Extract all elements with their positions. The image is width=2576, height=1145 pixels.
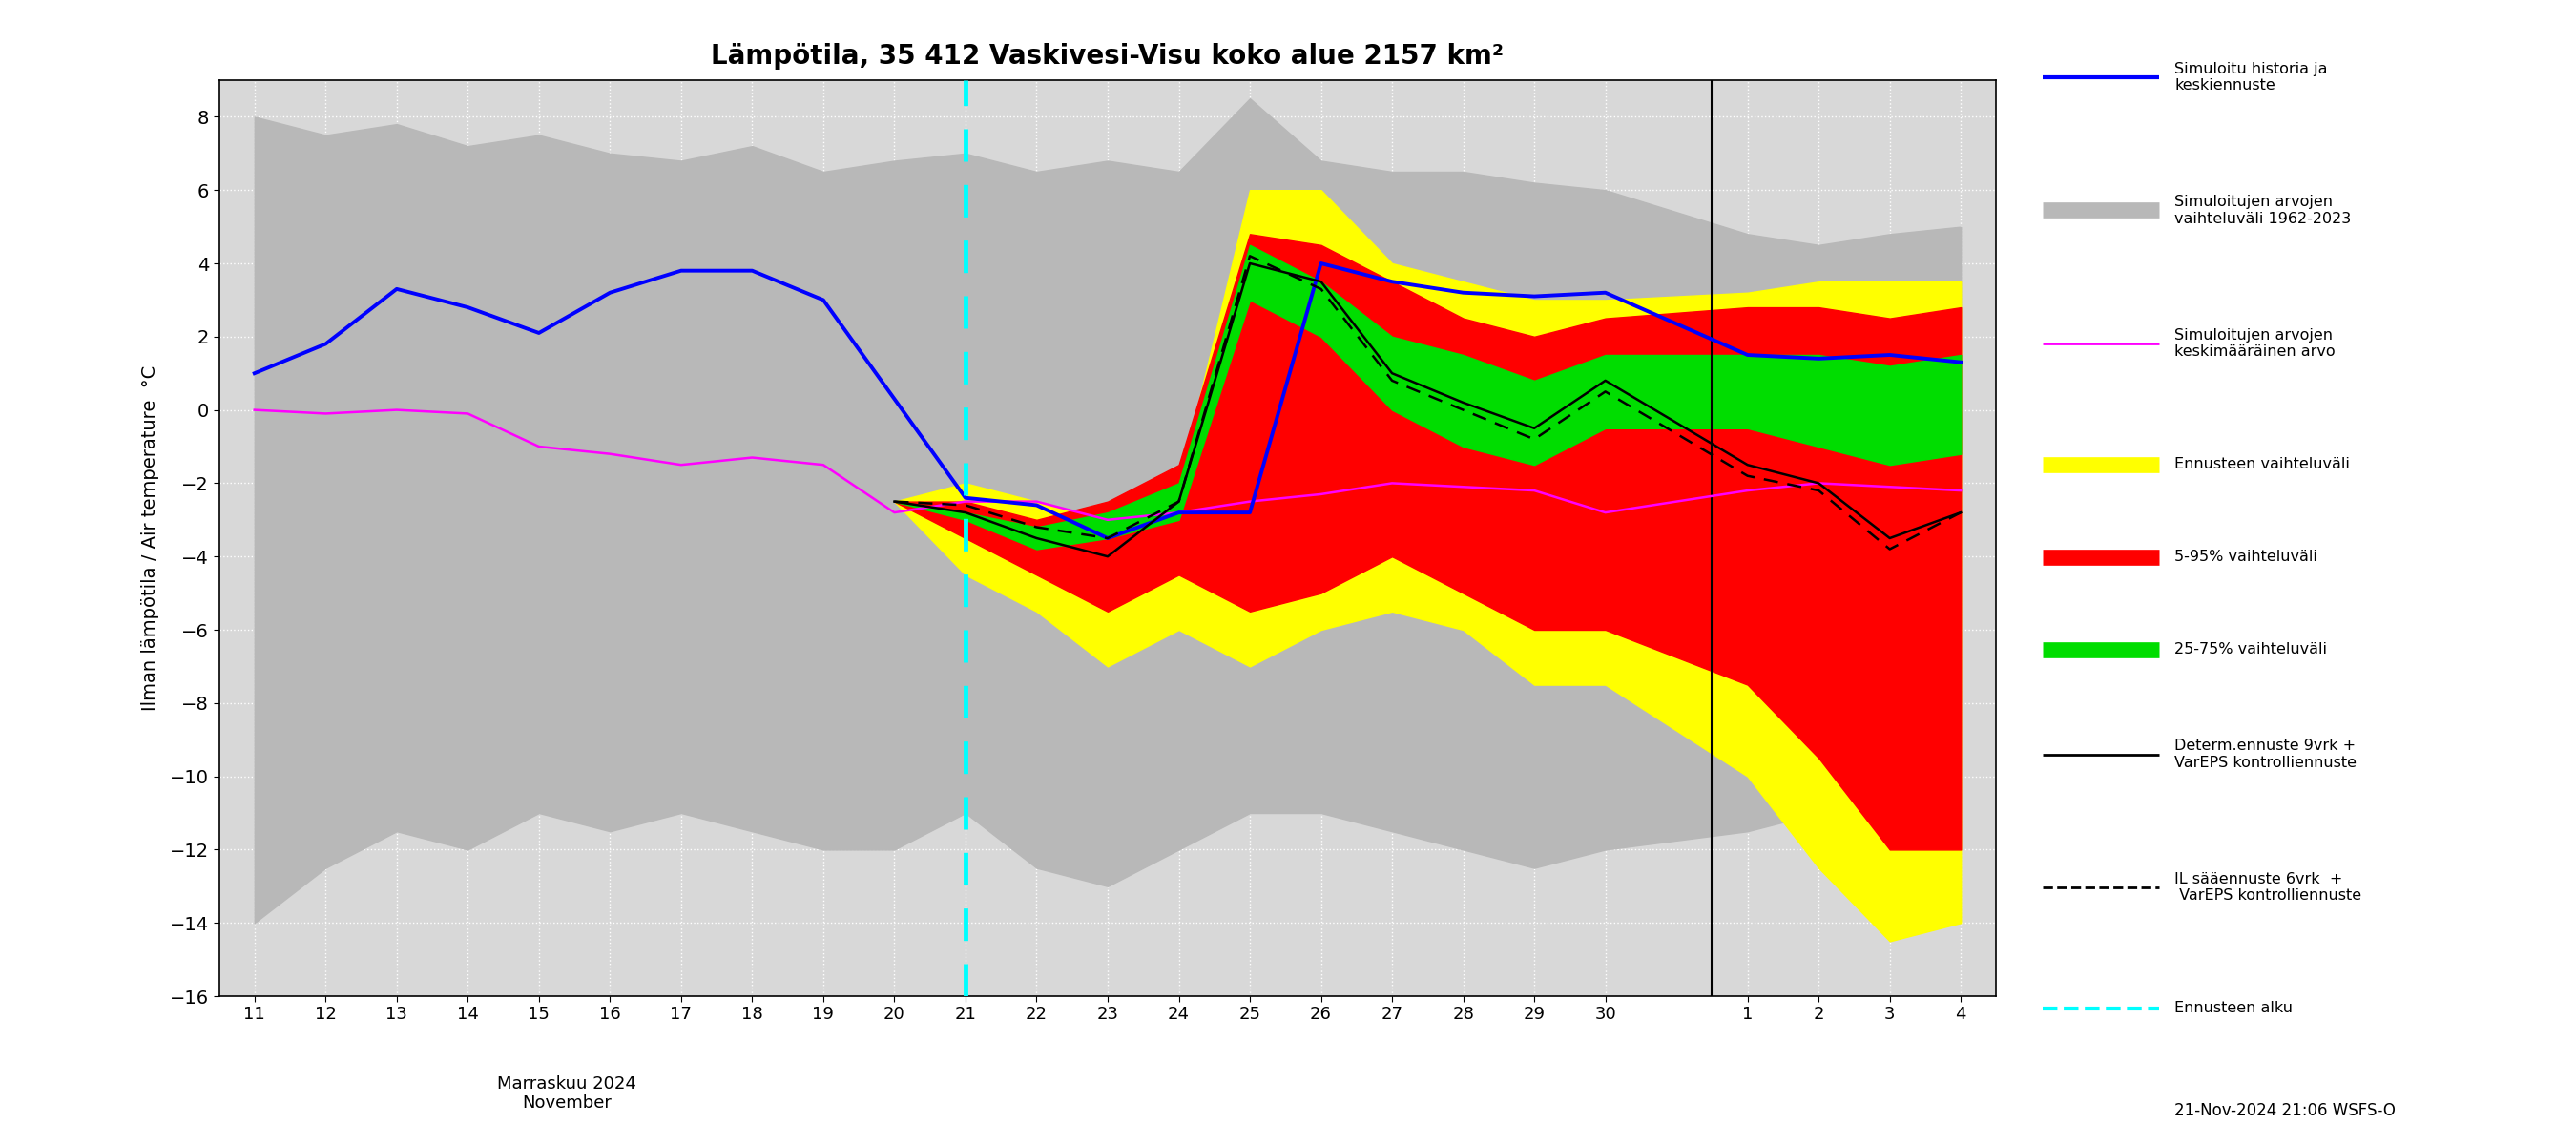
Text: 5-95% vaihteluväli: 5-95% vaihteluväli [2174, 550, 2318, 564]
Text: Ennusteen vaihteluväli: Ennusteen vaihteluväli [2174, 457, 2349, 472]
Y-axis label: Ilman lämpötila / Air temperature  °C: Ilman lämpötila / Air temperature °C [142, 365, 160, 711]
Text: 21-Nov-2024 21:06 WSFS-O: 21-Nov-2024 21:06 WSFS-O [2174, 1101, 2396, 1120]
Text: Simuloitu historia ja
keskiennuste: Simuloitu historia ja keskiennuste [2174, 62, 2329, 93]
Title: Lämpötila, 35 412 Vaskivesi-Visu koko alue 2157 km²: Lämpötila, 35 412 Vaskivesi-Visu koko al… [711, 44, 1504, 70]
Text: Ennusteen alku: Ennusteen alku [2174, 1001, 2293, 1016]
Text: Simuloitujen arvojen
vaihteluväli 1962-2023: Simuloitujen arvojen vaihteluväli 1962-2… [2174, 195, 2352, 226]
Text: IL sääennuste 6vrk  +
 VarEPS kontrolliennuste: IL sääennuste 6vrk + VarEPS kontrollienn… [2174, 872, 2362, 903]
Text: 25-75% vaihteluväli: 25-75% vaihteluväli [2174, 642, 2329, 657]
Text: Determ.ennuste 9vrk +
VarEPS kontrolliennuste: Determ.ennuste 9vrk + VarEPS kontrollien… [2174, 739, 2357, 769]
Text: Marraskuu 2024
November: Marraskuu 2024 November [497, 1075, 636, 1112]
Text: Simuloitujen arvojen
keskimääräinen arvo: Simuloitujen arvojen keskimääräinen arvo [2174, 327, 2336, 358]
